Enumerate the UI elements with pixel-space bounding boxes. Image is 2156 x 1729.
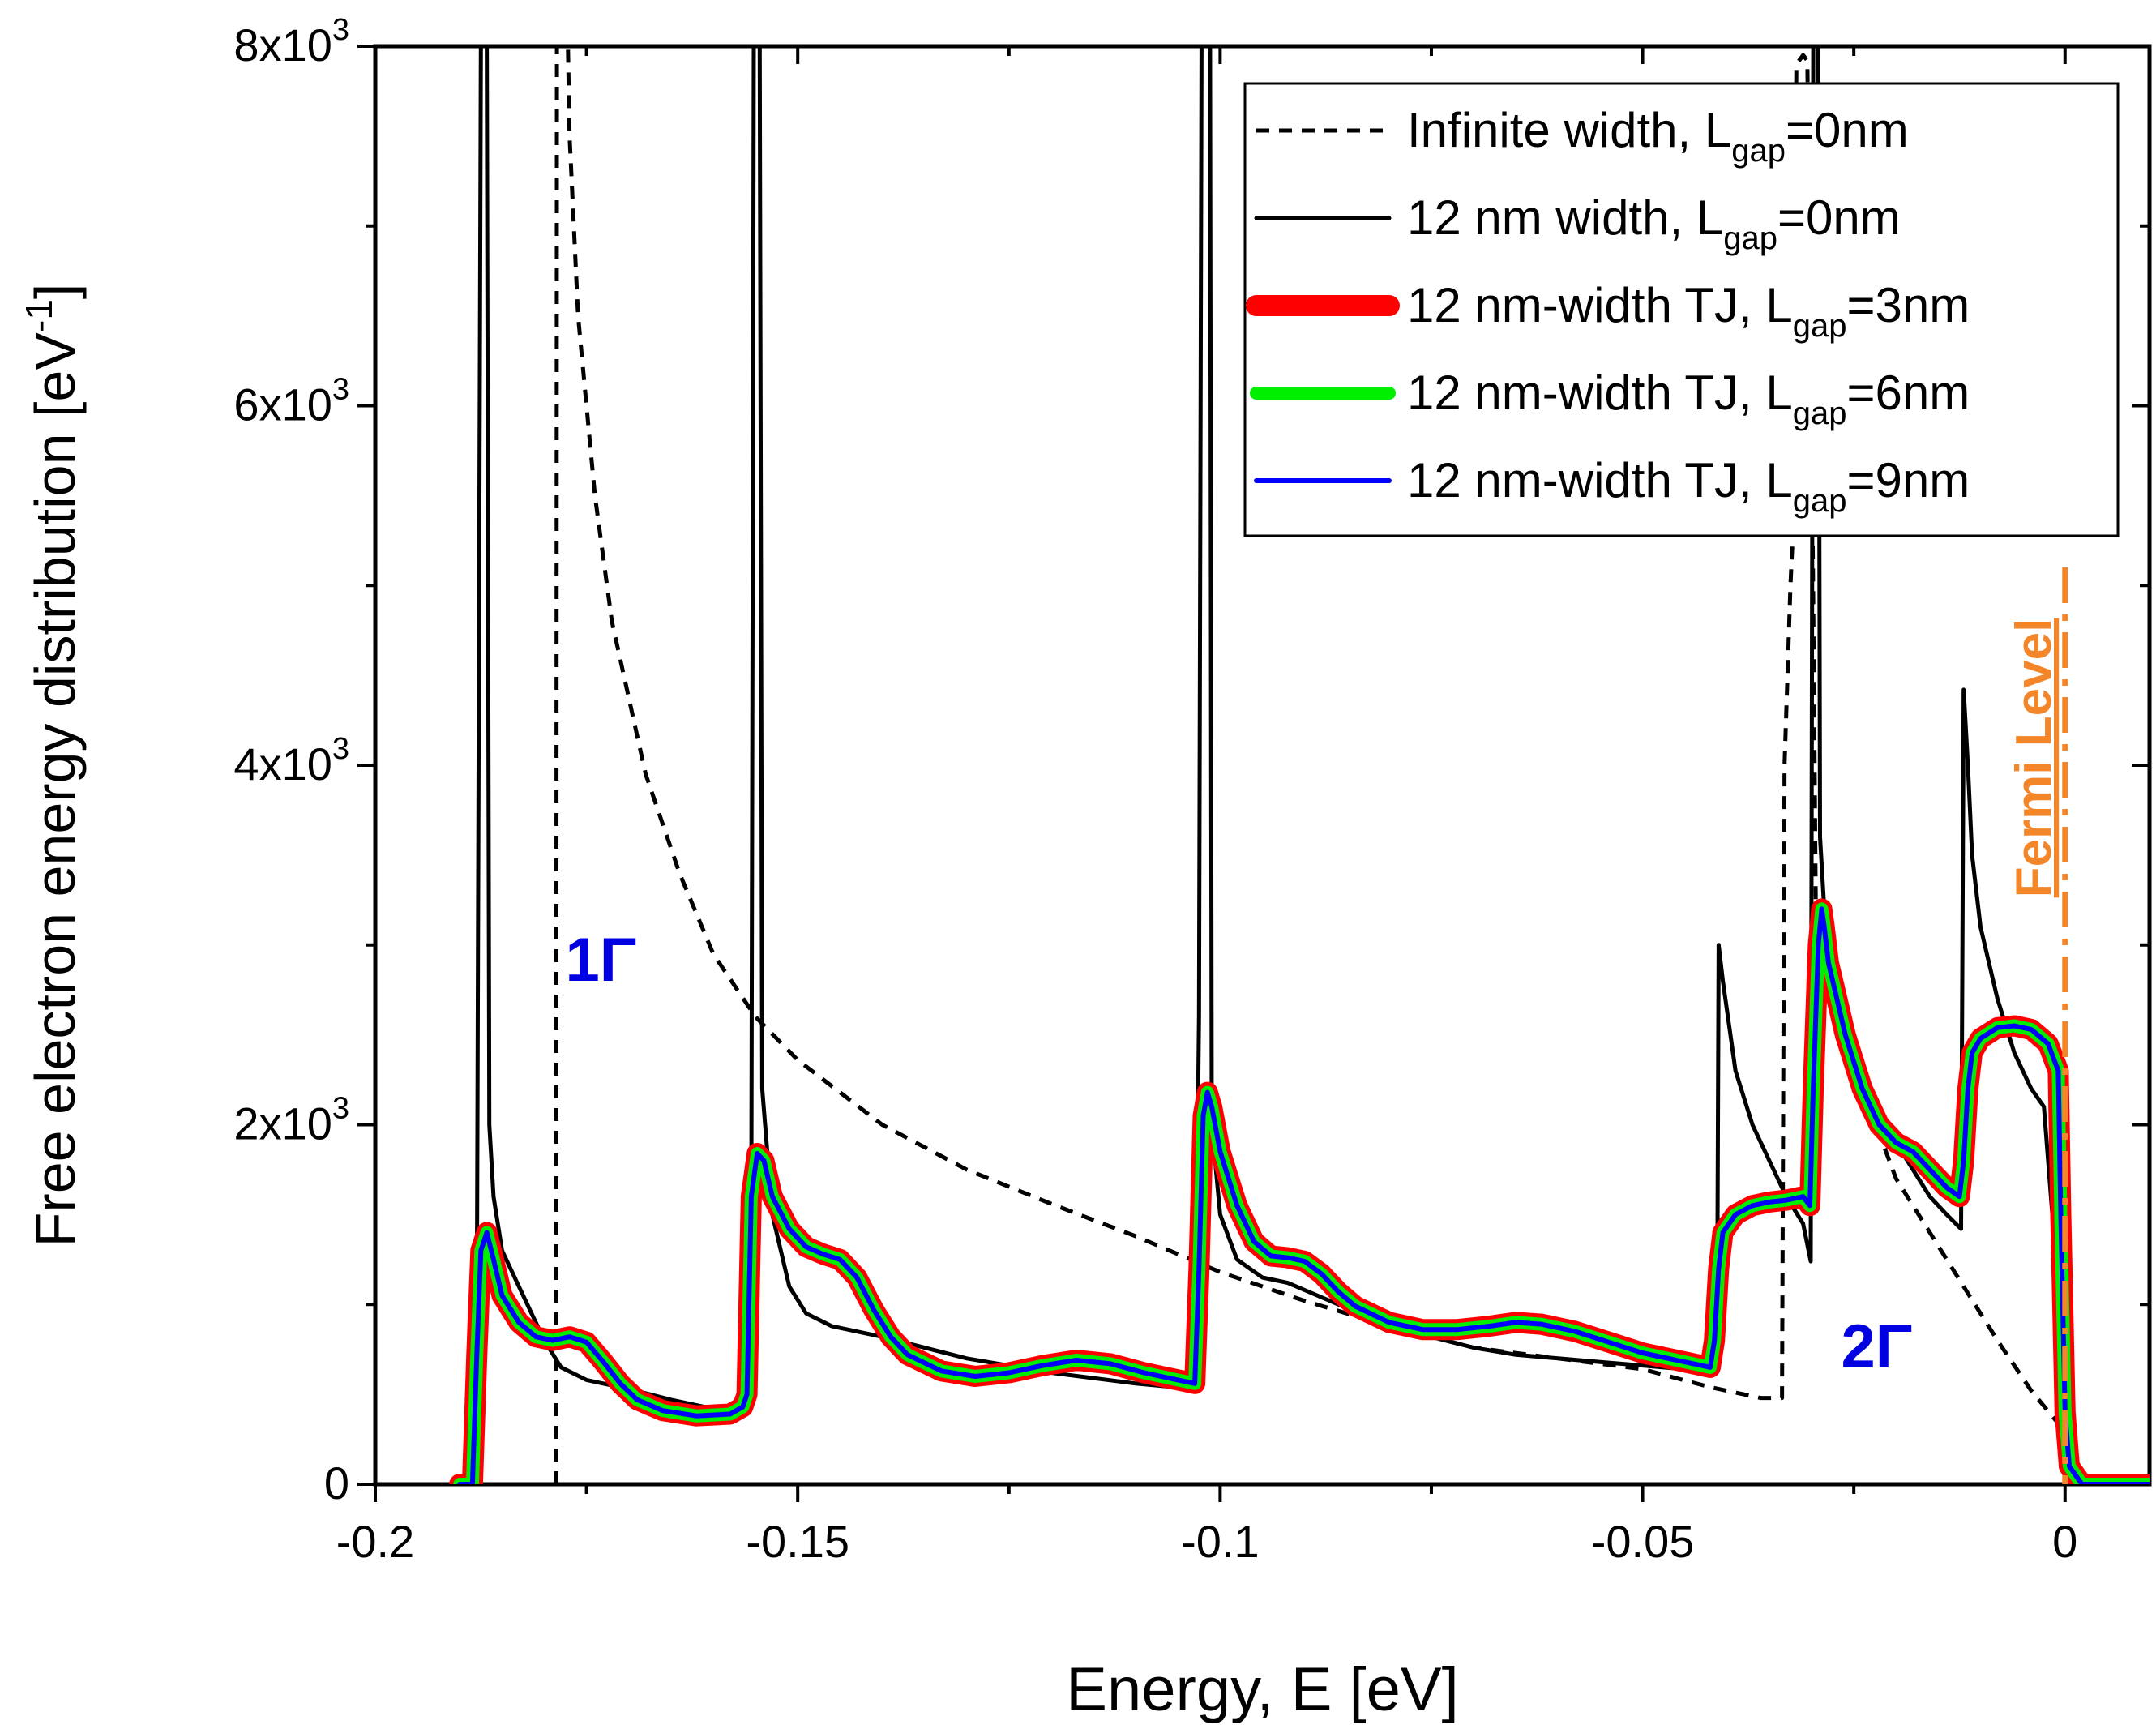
axes-group: -0.2 -0.15 -0.1 -0.05 0 0 2x103 4x103 6x103 8x103… [18, 13, 2152, 1724]
fermi-level-label: Fermi Level [2006, 618, 2062, 898]
legend-label-2: 12 nm width, Lgap=0nm [1407, 190, 1901, 256]
band-1-gamma-label: 1Γ [566, 926, 637, 995]
x-tick-label: -0.15 [746, 1516, 849, 1567]
y-axis-label: Free electron energy distribution [eV-1] [18, 284, 87, 1248]
legend-label-1: Infinite width, Lgap=0nm [1407, 103, 1909, 169]
y-tick-label: 6x103 [233, 373, 349, 430]
legend-box [1243, 82, 2120, 537]
overlay-group: Fermi Level 1Γ 2Γ [566, 567, 2068, 1484]
x-tick-label: -0.05 [1591, 1516, 1695, 1567]
series-line-5 [457, 906, 2150, 1484]
x-tick-label: -0.2 [336, 1516, 415, 1567]
y-tick-label: 4x103 [233, 732, 349, 790]
band-2-gamma-label: 2Γ [1842, 1312, 1913, 1381]
y-tick-label: 0 [324, 1457, 349, 1509]
y-tick-label: 2x103 [233, 1092, 349, 1149]
y-tick-label: 8x103 [233, 13, 349, 71]
x-tick-label: -0.1 [1181, 1516, 1260, 1567]
series-line-4 [453, 902, 2150, 1484]
series-line-3 [449, 898, 2150, 1484]
x-tick-label: 0 [2052, 1516, 2077, 1567]
series-group [449, 46, 2150, 1484]
legend-label-5: 12 nm-width TJ, Lgap=9nm [1407, 453, 1970, 519]
x-axis-label: Energy, E [eV] [1066, 1655, 1458, 1724]
legend: Infinite width, Lgap=0nm 12 nm width, Lga… [1243, 82, 2120, 537]
legend-label-3: 12 nm-width TJ, Lgap=3nm [1407, 278, 1970, 344]
legend-label-4: 12 nm-width TJ, Lgap=6nm [1407, 366, 1970, 431]
